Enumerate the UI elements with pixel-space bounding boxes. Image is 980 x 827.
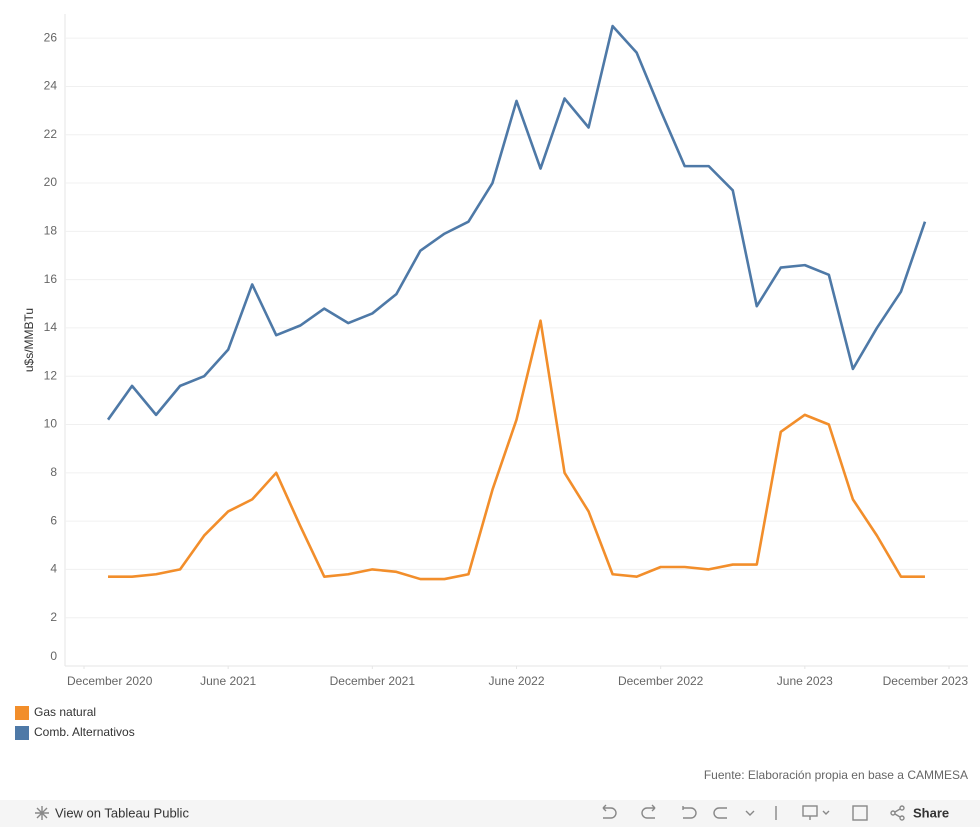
legend-swatch [15, 726, 29, 740]
x-tick-label: December 2020 [67, 674, 153, 688]
y-tick-label: 0 [50, 649, 57, 663]
view-on-tableau[interactable]: View on Tableau Public [55, 805, 189, 820]
series-line [106, 24, 927, 421]
y-tick-label: 4 [50, 562, 57, 576]
x-tick-label: June 2022 [488, 674, 544, 688]
x-tick-label: June 2021 [200, 674, 256, 688]
source-note: Fuente: Elaboración propia en base a CAM… [704, 768, 968, 782]
x-tick-label: December 2023 [883, 674, 969, 688]
y-tick-label: 8 [50, 465, 57, 479]
y-tick-label: 10 [44, 417, 58, 431]
legend-swatch [15, 706, 29, 720]
toolbar-icons[interactable] [602, 804, 905, 821]
y-tick-label: 26 [44, 30, 58, 44]
x-tick-label: June 2023 [777, 674, 833, 688]
y-tick-label: 12 [44, 368, 58, 382]
y-tick-label: 24 [44, 79, 58, 93]
share-button[interactable]: Share [913, 805, 949, 820]
x-tick-label: December 2021 [330, 674, 416, 688]
x-tick-label: December 2022 [618, 674, 704, 688]
y-tick-label: 14 [44, 320, 58, 334]
y-tick-label: 22 [44, 127, 58, 141]
y-tick-label: 16 [44, 272, 58, 286]
tableau-icon[interactable] [35, 806, 49, 820]
y-tick-label: 2 [50, 610, 57, 624]
legend-label: Comb. Alternativos [34, 725, 135, 739]
legend-label: Gas natural [34, 705, 96, 719]
series-line [108, 319, 925, 581]
y-axis-title: u$s/MMBTu [22, 308, 36, 372]
y-tick-label: 20 [44, 175, 58, 189]
y-tick-label: 6 [50, 513, 57, 527]
y-tick-label: 18 [44, 224, 58, 238]
